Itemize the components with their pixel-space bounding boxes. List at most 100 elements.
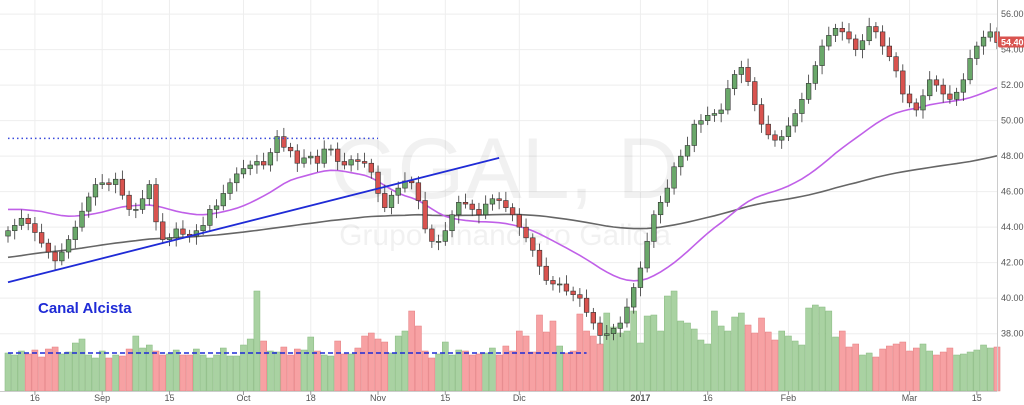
candle-body bbox=[846, 31, 852, 40]
volume-bar bbox=[865, 352, 873, 392]
volume-bar bbox=[980, 344, 987, 392]
candle-body bbox=[45, 242, 52, 253]
candle-body bbox=[341, 161, 348, 166]
candle-body bbox=[287, 146, 294, 152]
candle-body bbox=[960, 79, 967, 93]
volume-bar bbox=[18, 350, 25, 392]
candle-body bbox=[920, 95, 926, 111]
grid-lines bbox=[0, 0, 997, 391]
volume-bar bbox=[933, 354, 940, 392]
volume-bar bbox=[522, 335, 530, 392]
candle-body bbox=[449, 214, 455, 232]
volume-bar bbox=[832, 336, 839, 392]
candle-body bbox=[301, 157, 307, 164]
volume-bar bbox=[314, 350, 321, 392]
candle-body bbox=[906, 93, 913, 104]
volume-bar bbox=[953, 354, 960, 392]
volume-bar bbox=[751, 332, 759, 392]
candle-body bbox=[947, 93, 953, 100]
volume-bar bbox=[354, 347, 362, 392]
price-axis[interactable]: 56.00 54.00 52.00 50.00 48.00 46.00 44.00 42.00… bbox=[997, 0, 1024, 391]
volume-bar bbox=[455, 349, 463, 392]
trend-line-segment bbox=[7, 157, 500, 284]
volume-bar bbox=[300, 349, 308, 392]
volume-bar bbox=[825, 310, 833, 392]
candle-body bbox=[610, 328, 617, 334]
candle-body bbox=[415, 182, 422, 201]
candle-body bbox=[927, 79, 933, 97]
candle-body bbox=[240, 168, 247, 175]
volume-bar bbox=[704, 343, 711, 392]
volume-bar bbox=[664, 295, 671, 392]
candle-body bbox=[321, 148, 327, 164]
candle-body bbox=[489, 198, 496, 205]
candle-body bbox=[180, 228, 186, 235]
price-tick-label: 42.00 bbox=[1001, 258, 1024, 268]
volume-bar bbox=[879, 348, 886, 392]
candle-body bbox=[227, 182, 233, 194]
candle-body bbox=[281, 136, 287, 148]
candle-body bbox=[355, 159, 361, 162]
candle-body bbox=[678, 155, 684, 168]
candle-body bbox=[314, 155, 321, 164]
volume-bar bbox=[630, 310, 637, 392]
volume-bar bbox=[220, 347, 227, 392]
candle-body bbox=[765, 123, 771, 136]
candle-body bbox=[980, 36, 987, 47]
candle-body bbox=[79, 210, 85, 228]
volume-bar bbox=[206, 357, 214, 392]
volume-bar bbox=[287, 354, 294, 392]
candle-body bbox=[805, 83, 812, 100]
candle-body bbox=[476, 209, 482, 216]
candle-body bbox=[308, 155, 314, 159]
volume-bar bbox=[791, 340, 799, 392]
volume-bar bbox=[401, 330, 409, 392]
candle-body bbox=[631, 287, 637, 308]
volume-bar bbox=[966, 351, 974, 392]
volume-bar bbox=[65, 351, 72, 392]
volume-bar bbox=[166, 353, 173, 392]
price-tick-label: 52.00 bbox=[1001, 80, 1024, 90]
candle-body bbox=[166, 237, 173, 240]
volume-bar bbox=[690, 328, 698, 392]
sma-long-line bbox=[7, 155, 998, 259]
volume-bar bbox=[744, 324, 752, 392]
volume-bar bbox=[697, 339, 705, 392]
candle-body bbox=[32, 223, 38, 233]
candle-body bbox=[294, 150, 300, 164]
candle-body bbox=[469, 203, 475, 210]
volume-bar bbox=[899, 341, 907, 392]
price-tick-label: 56.00 bbox=[1001, 9, 1024, 19]
candle-body bbox=[409, 180, 415, 184]
candle-body bbox=[967, 58, 973, 81]
volume-bar bbox=[495, 354, 503, 392]
candle-body bbox=[442, 230, 448, 242]
volume-bar bbox=[677, 320, 685, 392]
candle-body bbox=[274, 136, 280, 153]
candle-body bbox=[133, 209, 139, 211]
volume-bar bbox=[529, 351, 537, 392]
candle-body bbox=[146, 184, 152, 200]
volume-bar bbox=[152, 350, 160, 392]
volume-bar bbox=[926, 350, 933, 392]
volume-bar bbox=[684, 322, 691, 392]
candle-body bbox=[738, 67, 744, 75]
candle-body bbox=[826, 35, 832, 47]
candle-body bbox=[987, 31, 993, 38]
candle-body bbox=[119, 178, 126, 196]
candle-body bbox=[361, 161, 368, 164]
volume-bar bbox=[4, 352, 12, 392]
trend-line[interactable] bbox=[7, 157, 500, 284]
volume-bar bbox=[273, 351, 281, 392]
volume-bar bbox=[724, 330, 732, 392]
volume-bar bbox=[415, 325, 422, 392]
volume-bar bbox=[886, 345, 893, 392]
time-axis[interactable]: 16 Sep 15 Oct 18 Nov 15 Dic 2017 16 Feb Mar 15 bbox=[0, 391, 997, 403]
volume-bar bbox=[421, 350, 429, 392]
volume-bar bbox=[711, 310, 718, 392]
volume-bar bbox=[590, 335, 597, 392]
candle-body bbox=[570, 290, 576, 295]
time-tick-label: Oct bbox=[236, 393, 251, 403]
